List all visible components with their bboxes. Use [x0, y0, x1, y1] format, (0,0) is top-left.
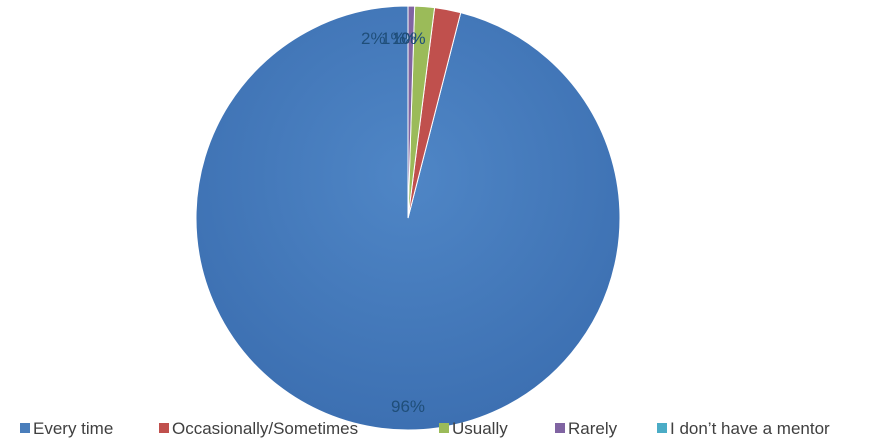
legend: Every time Occasionally/Sometimes Usually R…: [20, 419, 830, 438]
legend-label-occasionally-sometimes: Occasionally/Sometimes: [172, 419, 358, 438]
legend-swatch-i-don-t-have-a-mentor: [657, 423, 667, 433]
legend-swatch-every-time: [20, 423, 30, 433]
legend-label-i-don-t-have-a-mentor: I don’t have a mentor: [670, 419, 830, 438]
data-label-rarely: 1%: [392, 29, 417, 48]
data-label-occasionally-sometimes: 2%: [361, 29, 386, 48]
data-label-i-don-t-have-a-mentor: 0%: [401, 29, 426, 48]
data-label-every-time: 96%: [391, 397, 425, 416]
legend-label-usually: Usually: [452, 419, 508, 438]
legend-swatch-usually: [439, 423, 449, 433]
legend-label-rarely: Rarely: [568, 419, 618, 438]
data-label-usually: 1%: [381, 29, 406, 48]
legend-swatch-occasionally-sometimes: [159, 423, 169, 433]
data-labels: 96%2%1%1%0%: [361, 29, 426, 416]
pie-slices: [195, 5, 621, 431]
legend-swatch-rarely: [555, 423, 565, 433]
legend-label-every-time: Every time: [33, 419, 113, 438]
pie-slice-rarely: [407, 5, 416, 219]
